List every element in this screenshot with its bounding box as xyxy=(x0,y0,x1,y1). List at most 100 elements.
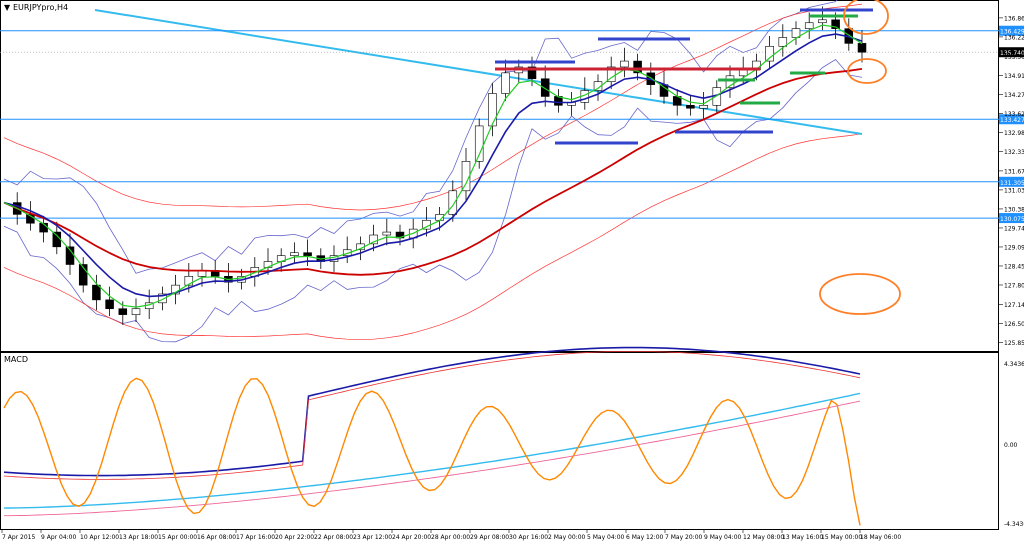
macd-y-tick-label: -4.3436 xyxy=(1004,521,1024,528)
level-price-tag-text: 133.427 xyxy=(1000,117,1024,124)
macd-slow-line xyxy=(3,392,861,509)
y-tick-label: 127.805 xyxy=(1004,282,1024,289)
macd-panel-title: MACD xyxy=(4,355,28,364)
y-tick-label: 133.625 xyxy=(1004,111,1024,118)
x-tick-label: 22 Apr 08:00 xyxy=(314,534,353,541)
candle-body xyxy=(606,66,616,83)
candle-body xyxy=(290,252,299,256)
x-tick-label: 16 Apr 08:00 xyxy=(197,534,236,541)
y-tick-label: 132.335 xyxy=(1004,149,1024,156)
macd-panel-frame xyxy=(0,352,999,530)
candle-body xyxy=(382,231,392,236)
level-price-tag xyxy=(999,213,1024,224)
x-tick-label: 13 May 16:00 xyxy=(782,534,823,541)
y-tick-label: 131.030 xyxy=(1004,187,1024,194)
level-price-tag-text: 131.305 xyxy=(1000,180,1024,187)
level-price-tag xyxy=(999,176,1024,187)
x-tick-label: 28 Apr 00:00 xyxy=(431,534,470,541)
x-tick-label: 20 Apr 22:00 xyxy=(275,534,314,541)
y-tick-label: 134.270 xyxy=(1004,92,1024,99)
candle-body xyxy=(527,66,537,80)
candle-body xyxy=(725,75,735,88)
bollinger-upper xyxy=(3,0,838,274)
candle-body xyxy=(804,22,814,29)
x-tick-label: 29 Apr 08:00 xyxy=(470,534,509,541)
candle-body xyxy=(501,72,510,94)
level-price-tag-text: 136.429 xyxy=(1000,29,1024,36)
macd-y-tick-label: 4.3436 xyxy=(1004,361,1024,368)
candle-body xyxy=(765,46,774,62)
candle-body xyxy=(303,252,312,256)
y-tick-label: 136.865 xyxy=(1004,15,1024,22)
candle-body xyxy=(857,43,867,53)
candle-body xyxy=(131,308,141,315)
x-tick-label: 24 Apr 20:00 xyxy=(392,534,431,541)
level-price-tag xyxy=(999,114,1024,125)
macd-pink-line xyxy=(4,400,861,517)
x-tick-label: 23 Apr 12:00 xyxy=(353,534,392,541)
candle-body xyxy=(474,125,484,162)
candle-body xyxy=(831,19,840,29)
sma-slow-line xyxy=(3,68,863,276)
envelope-upper xyxy=(3,3,863,211)
candle-body xyxy=(105,299,114,310)
x-tick-label: 17 Apr 16:00 xyxy=(236,534,275,541)
level-price-tag-text: 130.075 xyxy=(1000,216,1024,223)
annotation-ellipse xyxy=(843,0,889,35)
y-tick-label: 132.980 xyxy=(1004,130,1024,137)
candle-body xyxy=(92,284,101,301)
candle-body xyxy=(78,264,88,286)
y-tick-label: 135.560 xyxy=(1004,54,1024,61)
x-tick-label: 2 May 00:00 xyxy=(548,534,586,541)
current-price-tag-text: 135.740 xyxy=(1000,50,1024,57)
y-tick-label: 126.500 xyxy=(1004,321,1024,328)
y-tick-label: 125.855 xyxy=(1004,340,1024,347)
x-tick-label: 15 May 00:00 xyxy=(821,534,862,541)
x-tick-label: 30 Apr 16:00 xyxy=(509,534,548,541)
candle-body xyxy=(488,93,497,127)
candle-body xyxy=(52,231,62,248)
y-tick-label: 131.675 xyxy=(1004,168,1024,175)
y-tick-label: 129.740 xyxy=(1004,225,1024,232)
macd-signal-line xyxy=(3,346,861,477)
x-tick-label: 5 May 04:00 xyxy=(587,534,625,541)
y-tick-label: 136.220 xyxy=(1004,34,1024,41)
x-tick-label: 15 Apr 00:00 xyxy=(158,534,197,541)
candle-body xyxy=(620,60,629,68)
x-tick-label: 9 Apr 04:00 xyxy=(41,534,76,541)
x-tick-label: 9 May 04:00 xyxy=(704,534,742,541)
annotation-ellipse xyxy=(847,58,887,84)
candle-body xyxy=(778,37,788,47)
y-tick-label: 128.450 xyxy=(1004,263,1024,270)
price-panel-frame xyxy=(0,0,999,352)
x-tick-label: 18 May 06:00 xyxy=(860,534,901,541)
ema-fast-line xyxy=(3,24,863,308)
candle-body xyxy=(540,78,550,97)
candle-body xyxy=(593,81,603,91)
annotation-ellipse xyxy=(819,273,901,315)
candle-body xyxy=(791,28,801,38)
macd-main-line xyxy=(3,377,861,526)
chart-title-arrow: ▼ xyxy=(4,3,11,12)
macd-red-line xyxy=(3,351,861,480)
candle-body xyxy=(158,293,167,304)
candle-body xyxy=(184,275,194,286)
y-tick-label: 129.095 xyxy=(1004,244,1024,251)
candle-body xyxy=(342,249,352,256)
candle-body xyxy=(686,104,695,109)
x-tick-label: 10 Apr 12:00 xyxy=(80,534,119,541)
level-price-tag xyxy=(999,25,1024,36)
x-tick-label: 7 May 20:00 xyxy=(665,534,703,541)
candle-body xyxy=(118,308,128,315)
y-tick-label: 134.915 xyxy=(1004,73,1024,80)
current-price-tag xyxy=(999,47,1024,58)
y-tick-label: 130.385 xyxy=(1004,206,1024,213)
envelope-lower xyxy=(3,133,863,341)
candle-body xyxy=(633,60,642,74)
bollinger-lower xyxy=(3,58,863,343)
candle-body xyxy=(738,69,748,77)
chart-title: EURJPYpro,H4 xyxy=(13,3,68,12)
candle-body xyxy=(448,190,458,215)
